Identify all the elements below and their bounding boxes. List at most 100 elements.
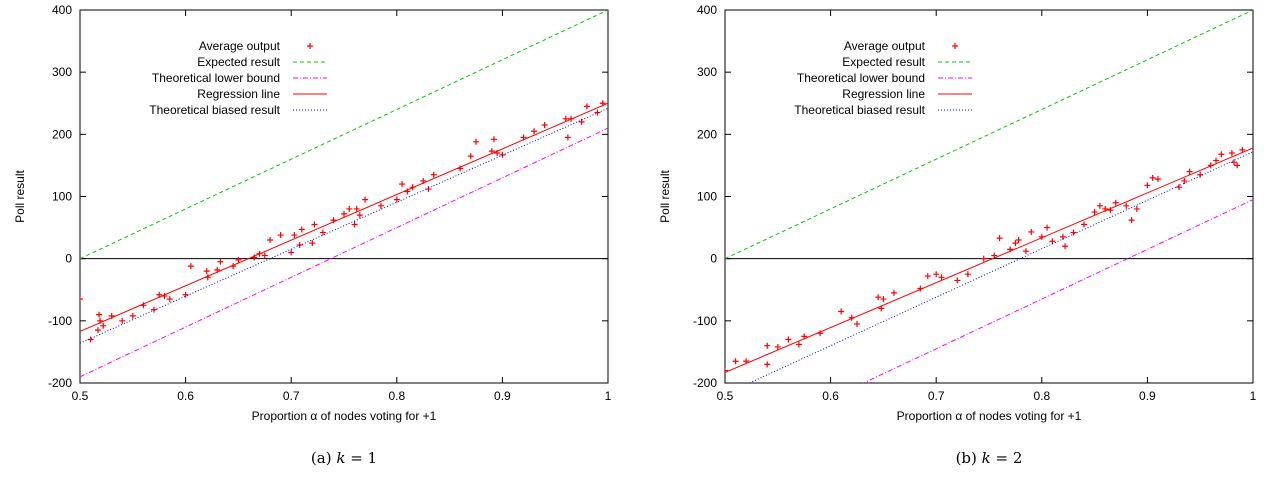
data-point (562, 115, 569, 122)
data-point (235, 256, 242, 263)
x-tick-label: 0.6 (822, 389, 839, 403)
legend-label: Expected result (197, 55, 280, 69)
y-tick-label: 300 (52, 65, 72, 79)
data-point (938, 274, 945, 281)
data-point (341, 210, 347, 217)
caption-suffix: = 1 (345, 449, 377, 467)
data-point (1144, 182, 1151, 189)
data-point (1133, 205, 1140, 212)
data-point (541, 122, 548, 129)
caption-suffix: = 2 (991, 449, 1023, 467)
series-line (80, 127, 608, 378)
data-point (267, 237, 274, 244)
data-point (94, 327, 101, 334)
data-point (393, 196, 400, 203)
data-point (277, 232, 284, 239)
data-point (311, 221, 318, 228)
data-point (1186, 168, 1193, 175)
data-point (564, 134, 571, 141)
x-tick-label: 1 (605, 389, 612, 403)
caption-variable: k (982, 449, 991, 467)
data-point (1218, 151, 1225, 158)
x-axis-label: Proportion α of nodes voting for +1 (897, 409, 1082, 423)
y-tick-label: -200 (48, 376, 72, 390)
series-line (725, 147, 1253, 373)
y-tick-label: 100 (697, 190, 717, 204)
x-tick-label: 0.7 (928, 389, 945, 403)
data-point (399, 181, 406, 188)
data-point (1123, 202, 1130, 209)
data-point (583, 103, 590, 110)
data-point (119, 317, 126, 324)
legend-swatch (307, 43, 313, 49)
data-point (1154, 176, 1161, 183)
data-point (964, 271, 971, 278)
data-point (291, 232, 298, 239)
y-tick-label: 400 (52, 3, 72, 17)
data-point (1239, 146, 1246, 153)
plot-frame (724, 9, 1254, 384)
data-point (1062, 243, 1069, 250)
series-line (80, 107, 608, 344)
data-point (473, 138, 479, 145)
data-point (838, 308, 845, 315)
y-tick-label: -100 (48, 314, 72, 328)
data-point (594, 109, 601, 116)
data-point (203, 268, 210, 275)
y-tick-label: 200 (697, 127, 717, 141)
series-line (725, 10, 1253, 260)
data-point (924, 273, 931, 280)
data-point (1022, 248, 1029, 255)
data-point (490, 136, 497, 143)
caption-variable: k (336, 449, 345, 467)
data-point (288, 249, 295, 256)
data-point (1176, 184, 1183, 191)
y-tick-label: 300 (697, 65, 717, 79)
data-point (425, 186, 432, 193)
data-point (100, 322, 107, 329)
data-point (1112, 199, 1119, 206)
data-point (80, 296, 83, 303)
legend-label: Theoretical lower bound (797, 71, 925, 85)
series-line (80, 10, 608, 260)
data-point (1096, 202, 1103, 209)
data-point (430, 171, 437, 178)
plot-area (725, 10, 1253, 383)
data-point (980, 255, 987, 262)
data-point (795, 341, 802, 348)
x-axis-label: Proportion α of nodes voting for +1 (252, 409, 437, 423)
legend-label: Theoretical biased result (794, 103, 925, 117)
y-tick-label: 0 (65, 252, 72, 266)
legend-label: Expected result (842, 55, 925, 69)
data-point (854, 320, 860, 327)
data-point (933, 271, 940, 278)
y-tick-label: 200 (52, 127, 72, 141)
data-point (319, 229, 326, 236)
series-line (748, 151, 1253, 383)
y-tick-label: 400 (697, 3, 717, 17)
data-point (1081, 221, 1088, 228)
series-line (862, 199, 1253, 383)
legend-label: Theoretical biased result (149, 103, 280, 117)
data-point (377, 202, 384, 209)
chart-panel-2: -200 -100 0 100 200 300 400 0.5 0.6 0.7 0.8 0.9 1 Pro… (658, 3, 1257, 467)
data-point (1149, 174, 1156, 181)
data-point (764, 361, 771, 368)
data-point (1228, 149, 1235, 156)
data-point (309, 240, 316, 247)
data-point (996, 235, 1003, 242)
data-point (880, 296, 887, 303)
data-point (1213, 157, 1220, 164)
data-point (785, 336, 792, 343)
data-point (356, 212, 363, 219)
data-point (96, 311, 103, 318)
x-tick-label: 0.6 (177, 389, 194, 403)
series-line (80, 102, 608, 332)
data-point (261, 252, 268, 259)
y-axis-label: Poll result (658, 169, 672, 222)
data-point (362, 196, 369, 203)
data-point (1128, 217, 1135, 224)
legend-swatch (952, 43, 958, 49)
data-point (725, 367, 728, 374)
